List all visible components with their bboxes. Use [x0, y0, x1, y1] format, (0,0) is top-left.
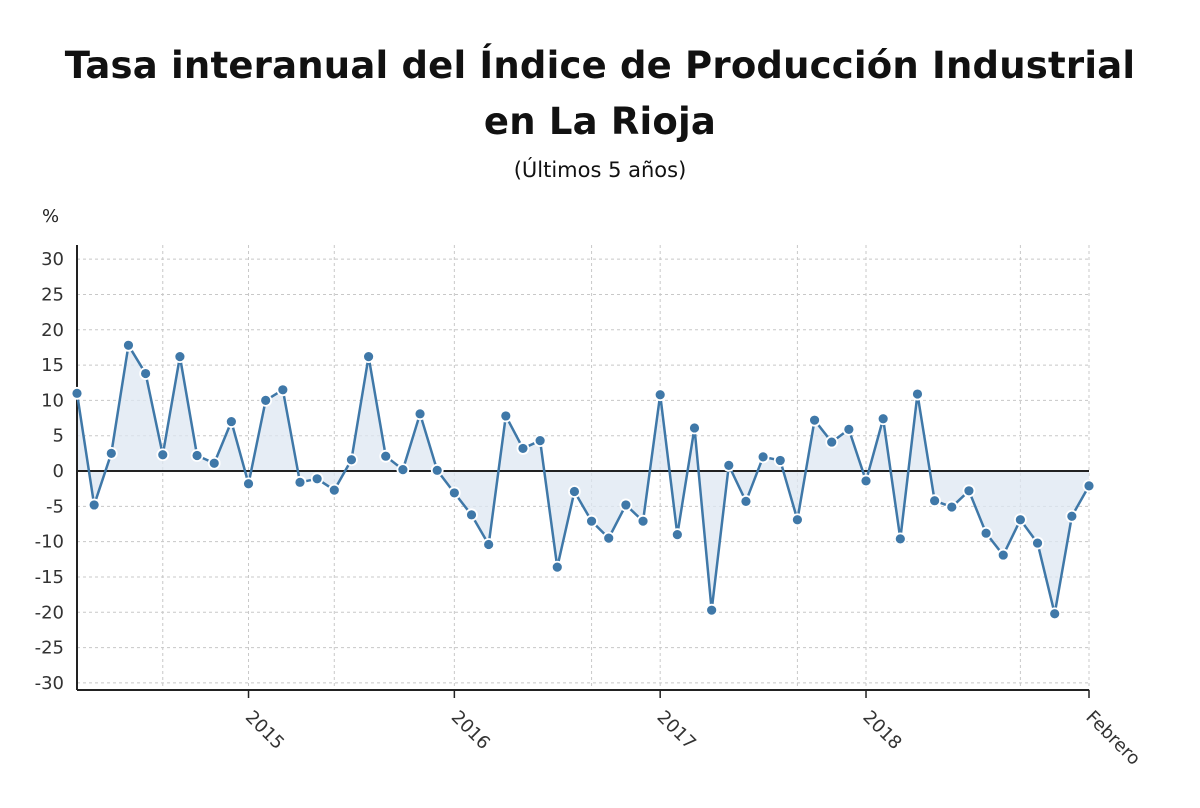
data-point — [207, 456, 221, 470]
chart-title: Tasa interanual del Índice de Producción… — [64, 44, 1136, 143]
data-point — [87, 498, 101, 512]
data-point — [842, 422, 856, 436]
data-point — [636, 514, 650, 528]
data-point — [259, 393, 273, 407]
y-tick-label: 25 — [41, 284, 64, 305]
data-point — [447, 486, 461, 500]
data-point — [224, 415, 238, 428]
y-tick-label: 15 — [41, 355, 64, 376]
data-point — [791, 513, 804, 527]
data-point — [859, 474, 873, 488]
data-point — [825, 435, 839, 449]
x-tick-label: 2016 — [447, 707, 494, 754]
data-point — [808, 413, 821, 427]
series-points — [70, 338, 1096, 621]
data-point — [430, 463, 444, 477]
data-point — [602, 531, 616, 545]
data-point — [670, 528, 684, 542]
data-point — [516, 442, 530, 455]
data-point — [1013, 513, 1027, 527]
data-point — [756, 450, 770, 464]
data-point — [70, 386, 84, 400]
data-point — [619, 498, 633, 512]
data-point — [979, 526, 993, 540]
y-tick-label: 5 — [53, 426, 64, 447]
data-point — [568, 485, 581, 498]
axes — [76, 245, 1090, 698]
y-tick-label: 20 — [41, 320, 64, 341]
x-tick-label: 2017 — [653, 707, 700, 754]
data-point — [550, 560, 564, 574]
data-point — [293, 475, 307, 489]
data-point — [1048, 607, 1062, 621]
series-line — [75, 344, 1091, 615]
y-tick-label: -30 — [35, 673, 64, 694]
area-fill — [77, 345, 1089, 614]
x-tick-label: 2015 — [241, 707, 288, 754]
data-point — [327, 483, 341, 497]
data-point — [876, 412, 890, 426]
y-tick-label: 10 — [41, 390, 64, 411]
data-point — [242, 477, 255, 491]
data-point — [122, 338, 135, 352]
data-point — [379, 449, 393, 463]
data-point — [773, 454, 787, 467]
data-point — [911, 387, 924, 401]
data-point — [1082, 479, 1096, 493]
y-tick-label: 30 — [41, 249, 64, 270]
data-point — [705, 603, 719, 617]
data-point — [1065, 509, 1079, 523]
x-tick-label: Febrero — [1081, 707, 1144, 770]
data-point — [928, 494, 942, 508]
data-point — [276, 383, 290, 397]
data-point — [653, 388, 667, 402]
data-point — [499, 409, 513, 423]
data-point — [465, 508, 478, 522]
y-tick-label: -5 — [46, 496, 64, 517]
data-point — [104, 446, 118, 460]
data-point — [996, 548, 1010, 562]
data-point — [139, 367, 153, 380]
area-under-series — [77, 345, 1089, 614]
series-path — [75, 344, 1091, 615]
data-point — [945, 500, 959, 514]
y-tick-label: -15 — [35, 567, 64, 588]
data-point — [722, 458, 736, 472]
data-point — [962, 484, 976, 498]
data-point — [362, 350, 375, 364]
y-tick-labels: 30 25 20 15 10 5 0 -5 -10 -15 -20 -25 -30 — [35, 249, 64, 694]
data-point — [156, 448, 170, 462]
y-axis-unit: % — [42, 206, 59, 227]
data-point — [533, 434, 547, 448]
y-tick-label: 0 — [53, 461, 64, 482]
y-tick-label: -10 — [35, 532, 64, 553]
data-point — [893, 532, 907, 546]
x-tick-label: 2018 — [858, 707, 905, 754]
data-point — [1031, 536, 1044, 550]
data-point — [413, 407, 427, 421]
data-point — [310, 472, 324, 486]
data-point — [739, 495, 753, 508]
data-point — [482, 538, 496, 551]
data-point — [345, 453, 358, 467]
data-point — [190, 449, 204, 462]
x-tick-labels: 2015 2016 2017 2018 Febrero — [241, 707, 1144, 770]
data-point — [585, 514, 598, 528]
y-tick-label: -20 — [35, 602, 64, 623]
data-point — [173, 350, 187, 364]
data-point — [688, 421, 701, 435]
data-point — [396, 463, 410, 477]
chart-subtitle: (Últimos 5 años) — [513, 158, 687, 182]
y-tick-label: -25 — [35, 638, 64, 659]
